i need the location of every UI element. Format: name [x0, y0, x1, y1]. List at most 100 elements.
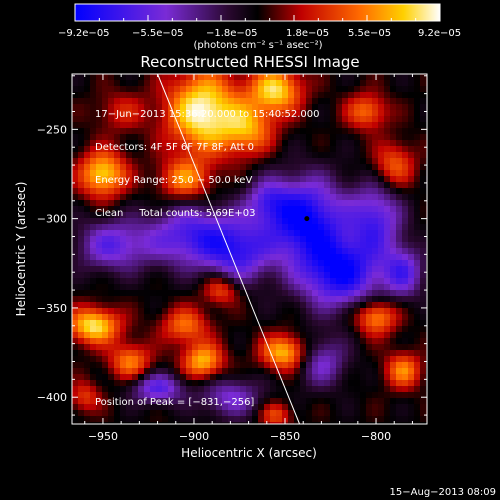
heatmap-cell	[126, 80, 132, 86]
heatmap-cell	[300, 254, 306, 260]
heatmap-cell	[90, 146, 96, 152]
heatmap-cell	[414, 404, 420, 410]
heatmap-cell	[384, 92, 390, 98]
heatmap-cell	[114, 332, 120, 338]
heatmap-cell	[174, 158, 180, 164]
heatmap-cell	[324, 272, 330, 278]
heatmap-cell	[216, 98, 222, 104]
heatmap-cell	[360, 254, 366, 260]
heatmap-cell	[300, 362, 306, 368]
heatmap-cell	[360, 212, 366, 218]
heatmap-cell	[78, 248, 84, 254]
heatmap-cell	[90, 242, 96, 248]
heatmap-cell	[324, 146, 330, 152]
heatmap-cell	[192, 362, 198, 368]
heatmap-cell	[282, 218, 288, 224]
heatmap-cell	[192, 230, 198, 236]
heatmap-cell	[156, 380, 162, 386]
heatmap-cell	[246, 398, 252, 404]
heatmap-cell	[216, 194, 222, 200]
heatmap-cell	[396, 74, 402, 80]
heatmap-cell	[126, 206, 132, 212]
heatmap-cell	[324, 284, 330, 290]
heatmap-cell	[414, 74, 420, 80]
heatmap-cell	[240, 200, 246, 206]
heatmap-cell	[348, 374, 354, 380]
heatmap-cell	[282, 188, 288, 194]
heatmap-cell	[234, 308, 240, 314]
heatmap-cell	[414, 98, 420, 104]
heatmap-cell	[204, 98, 210, 104]
heatmap-cell	[168, 398, 174, 404]
heatmap-cell	[192, 398, 198, 404]
heatmap-cell	[162, 98, 168, 104]
heatmap-cell	[402, 398, 408, 404]
heatmap-cell	[222, 350, 228, 356]
heatmap-cell	[108, 296, 114, 302]
heatmap-cell	[330, 182, 336, 188]
heatmap-cell	[336, 296, 342, 302]
heatmap-cell	[198, 218, 204, 224]
heatmap-cell	[114, 194, 120, 200]
heatmap-cell	[174, 254, 180, 260]
heatmap-cell	[360, 386, 366, 392]
heatmap-cell	[222, 98, 228, 104]
heatmap-cell	[354, 266, 360, 272]
heatmap-cell	[246, 80, 252, 86]
heatmap-cell	[210, 332, 216, 338]
heatmap-cell	[162, 170, 168, 176]
heatmap-cell	[288, 182, 294, 188]
heatmap-cell	[282, 326, 288, 332]
heatmap-cell	[324, 344, 330, 350]
heatmap-cell	[216, 80, 222, 86]
heatmap-cell	[378, 242, 384, 248]
heatmap-cell	[96, 134, 102, 140]
heatmap-cell	[216, 266, 222, 272]
heatmap-cell	[216, 398, 222, 404]
heatmap-cell	[372, 272, 378, 278]
heatmap-cell	[186, 410, 192, 416]
heatmap-cell	[330, 368, 336, 374]
heatmap-cell	[132, 272, 138, 278]
heatmap-cell	[330, 194, 336, 200]
heatmap-cell	[288, 314, 294, 320]
heatmap-cell	[348, 248, 354, 254]
heatmap-cell	[306, 278, 312, 284]
heatmap-cell	[384, 416, 390, 422]
heatmap-cell	[186, 296, 192, 302]
heatmap-cell	[204, 104, 210, 110]
heatmap-cell	[150, 110, 156, 116]
heatmap-cell	[324, 254, 330, 260]
heatmap-cell	[144, 140, 150, 146]
heatmap-cell	[228, 140, 234, 146]
heatmap-cell	[156, 296, 162, 302]
heatmap-cell	[366, 254, 372, 260]
heatmap-cell	[108, 206, 114, 212]
heatmap-cell	[216, 134, 222, 140]
heatmap-cell	[306, 164, 312, 170]
heatmap-cell	[270, 386, 276, 392]
heatmap-cell	[156, 110, 162, 116]
heatmap-cell	[168, 230, 174, 236]
heatmap-cell	[90, 230, 96, 236]
heatmap-cell	[390, 80, 396, 86]
heatmap-cell	[108, 254, 114, 260]
heatmap-cell	[276, 188, 282, 194]
heatmap-cell	[420, 380, 426, 386]
heatmap-cell	[156, 140, 162, 146]
heatmap-cell	[210, 302, 216, 308]
heatmap-cell	[132, 314, 138, 320]
heatmap-cell	[396, 236, 402, 242]
heatmap-cell	[246, 350, 252, 356]
heatmap-cell	[126, 158, 132, 164]
heatmap-cell	[144, 122, 150, 128]
heatmap-cell	[96, 86, 102, 92]
heatmap-cell	[408, 236, 414, 242]
heatmap-cell	[210, 320, 216, 326]
heatmap-cell	[348, 356, 354, 362]
heatmap-cell	[78, 134, 84, 140]
heatmap-cell	[156, 368, 162, 374]
heatmap-cell	[402, 386, 408, 392]
heatmap-cell	[300, 344, 306, 350]
heatmap-cell	[120, 266, 126, 272]
